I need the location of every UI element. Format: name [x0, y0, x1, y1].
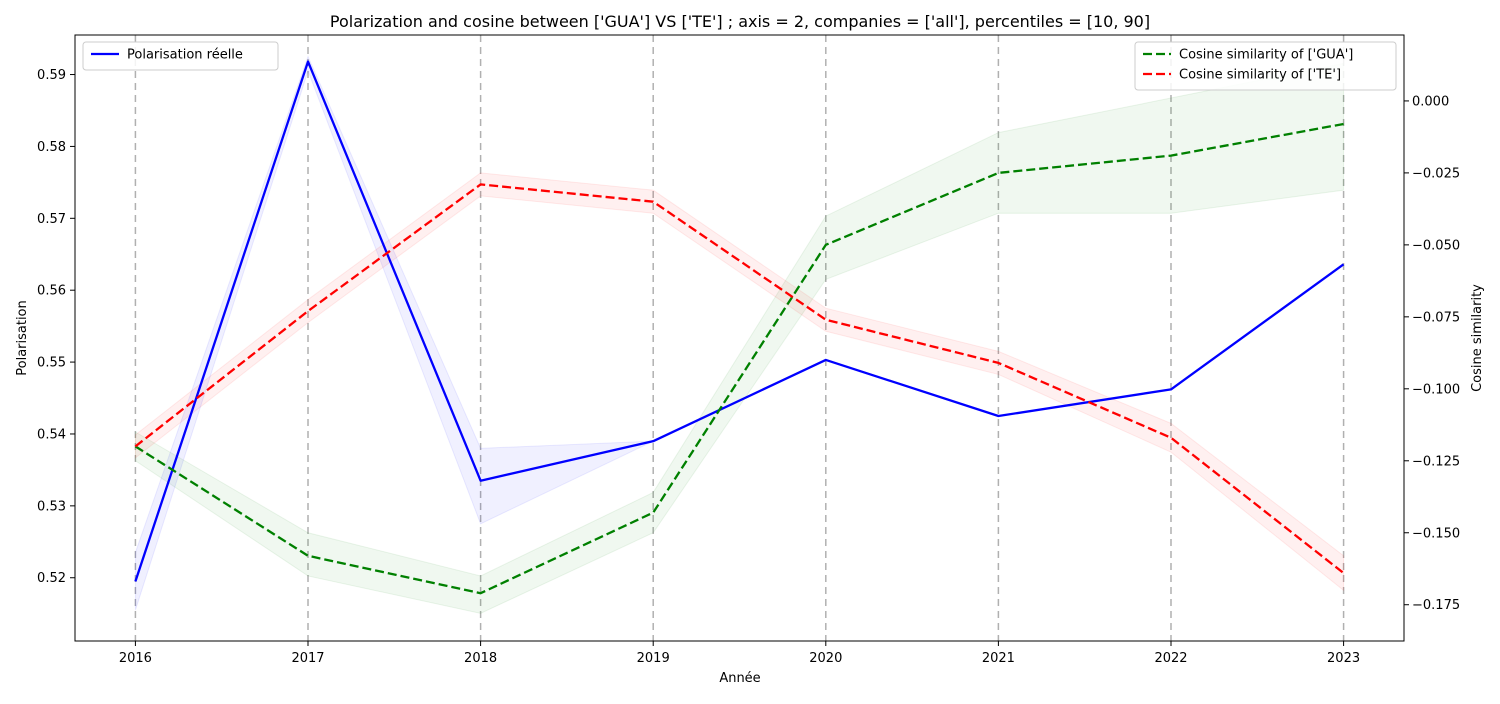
series-lines [134, 60, 1345, 595]
right-y-tick-label: −0.125 [1412, 454, 1460, 469]
left-y-tick-label: 0.54 [37, 427, 66, 442]
left-y-axis-title: Polarisation [15, 300, 30, 376]
left-y-tick-label: 0.56 [37, 284, 66, 299]
line-cosine-similarity-of-gua [134, 122, 1344, 595]
band-cosine-similarity-of-gua [134, 62, 1345, 614]
legend-label-cosine-similarity-of-te: Cosine similarity of ['TE'] [1179, 68, 1341, 83]
left-y-tick-label: 0.55 [37, 356, 66, 371]
legend-box-top-right [1134, 41, 1397, 91]
right-y-tick-label: −0.050 [1412, 238, 1460, 253]
x-axis-title: Année [719, 671, 760, 686]
axis-ticks: 2016 2017 2018 2019 2020 2021 2022 2023 0.52 0.53… [37, 68, 1460, 666]
right-y-tick-label: −0.150 [1412, 526, 1460, 541]
line-cosine-similarity-of-te [134, 183, 1345, 574]
confidence-bands [134, 55, 1345, 614]
left-y-tick-label: 0.59 [37, 68, 66, 83]
legend-label-polarisation-r-elle: Polarisation réelle [127, 48, 243, 63]
x-tick-label-2019: 2019 [637, 651, 670, 666]
legend-box-top-left [82, 41, 279, 71]
right-y-tick-label: −0.075 [1412, 310, 1460, 325]
left-y-tick-label: 0.53 [37, 499, 66, 514]
line-polarisation-r-elle [134, 60, 1345, 582]
x-tick-label-2023: 2023 [1327, 651, 1360, 666]
right-y-tick-label: −0.175 [1412, 598, 1460, 613]
right-y-tick-label: 0.000 [1412, 94, 1449, 109]
legend-label-cosine-similarity-of-gua: Cosine similarity of ['GUA'] [1179, 48, 1353, 63]
left-y-tick-label: 0.58 [37, 140, 66, 155]
legends: Polarisation réelle Cosine similarity of … [82, 41, 1397, 91]
x-tick-label-2018: 2018 [464, 651, 497, 666]
x-tick-label-2022: 2022 [1154, 651, 1187, 666]
left-y-tick-label: 0.57 [37, 212, 66, 227]
plot-frame [74, 34, 1405, 642]
x-tick-label-2017: 2017 [291, 651, 324, 666]
x-tick-label-2016: 2016 [119, 651, 152, 666]
right-y-axis-title: Cosine similarity [1470, 284, 1485, 392]
x-tick-label-2020: 2020 [809, 651, 842, 666]
vertical-grid [134, 35, 1345, 641]
right-y-tick-label: −0.025 [1412, 166, 1460, 181]
band-cosine-similarity-of-te [134, 172, 1345, 592]
chart-title: Polarization and cosine between ['GUA'] … [330, 12, 1150, 31]
x-tick-label-2021: 2021 [982, 651, 1015, 666]
left-y-tick-label: 0.52 [37, 571, 66, 586]
right-y-tick-label: −0.100 [1412, 382, 1460, 397]
